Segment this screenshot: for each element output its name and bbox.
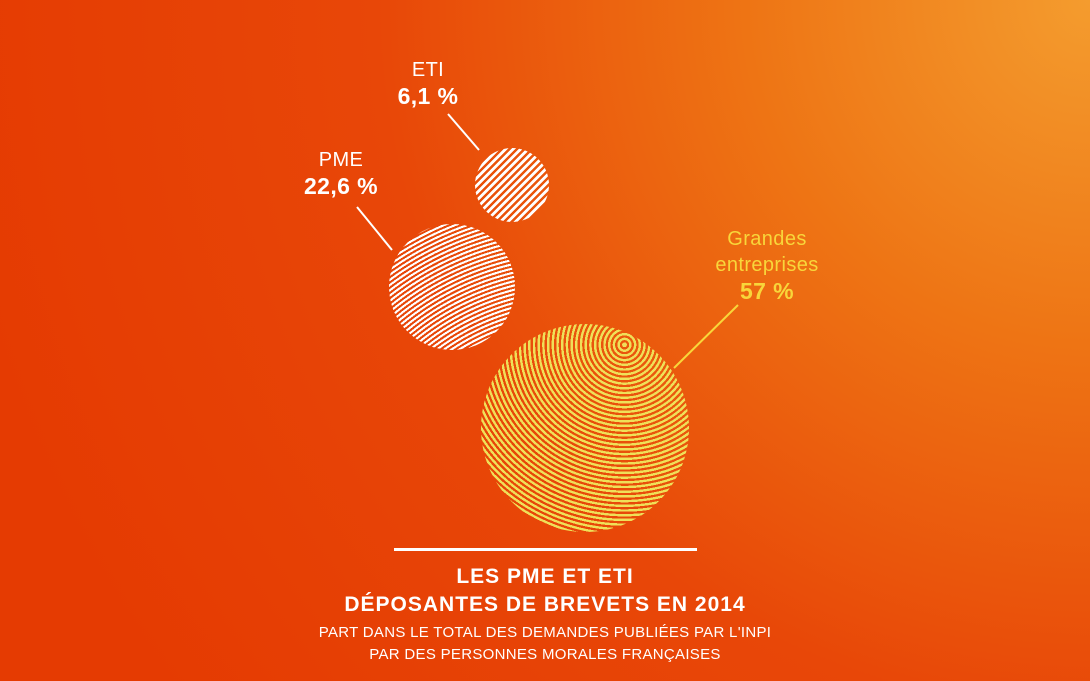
label-pme: PME 22,6 % — [281, 147, 401, 200]
chart-title-line1: LES PME ET ETI — [456, 565, 634, 588]
pme-value: 22,6 % — [303, 173, 378, 199]
grandes-name-line1: Grandes — [727, 228, 807, 250]
chart-footer: LES PME ET ETI DÉPOSANTES DE BREVETS EN … — [0, 548, 1090, 666]
chart-title-line2: DÉPOSANTES DE BREVETS EN 2014 — [344, 593, 746, 616]
grandes-leader-line — [673, 304, 739, 369]
eti-name: ETI — [411, 59, 445, 81]
chart-subtitle-line2: PAR DES PERSONNES MORALES FRANÇAISES — [369, 646, 721, 663]
grandes-name-line2: entreprises — [715, 254, 819, 276]
bubble-eti — [475, 148, 549, 222]
label-eti: ETI 6,1 % — [368, 57, 488, 110]
footer-divider — [393, 548, 697, 551]
pme-leader-line — [356, 206, 393, 251]
bubble-pme — [389, 224, 515, 350]
pme-name: PME — [318, 149, 364, 171]
eti-leader-line — [447, 113, 480, 151]
bubble-grandes — [481, 324, 689, 532]
chart-subtitle: PART DANS LE TOTAL DES DEMANDES PUBLIÉES… — [0, 622, 1090, 666]
chart-title: LES PME ET ETI DÉPOSANTES DE BREVETS EN … — [0, 563, 1090, 619]
label-grandes: Grandes entreprises 57 % — [690, 226, 844, 305]
grandes-value: 57 % — [739, 278, 795, 304]
chart-subtitle-line1: PART DANS LE TOTAL DES DEMANDES PUBLIÉES… — [318, 624, 772, 641]
eti-value: 6,1 % — [397, 83, 459, 109]
